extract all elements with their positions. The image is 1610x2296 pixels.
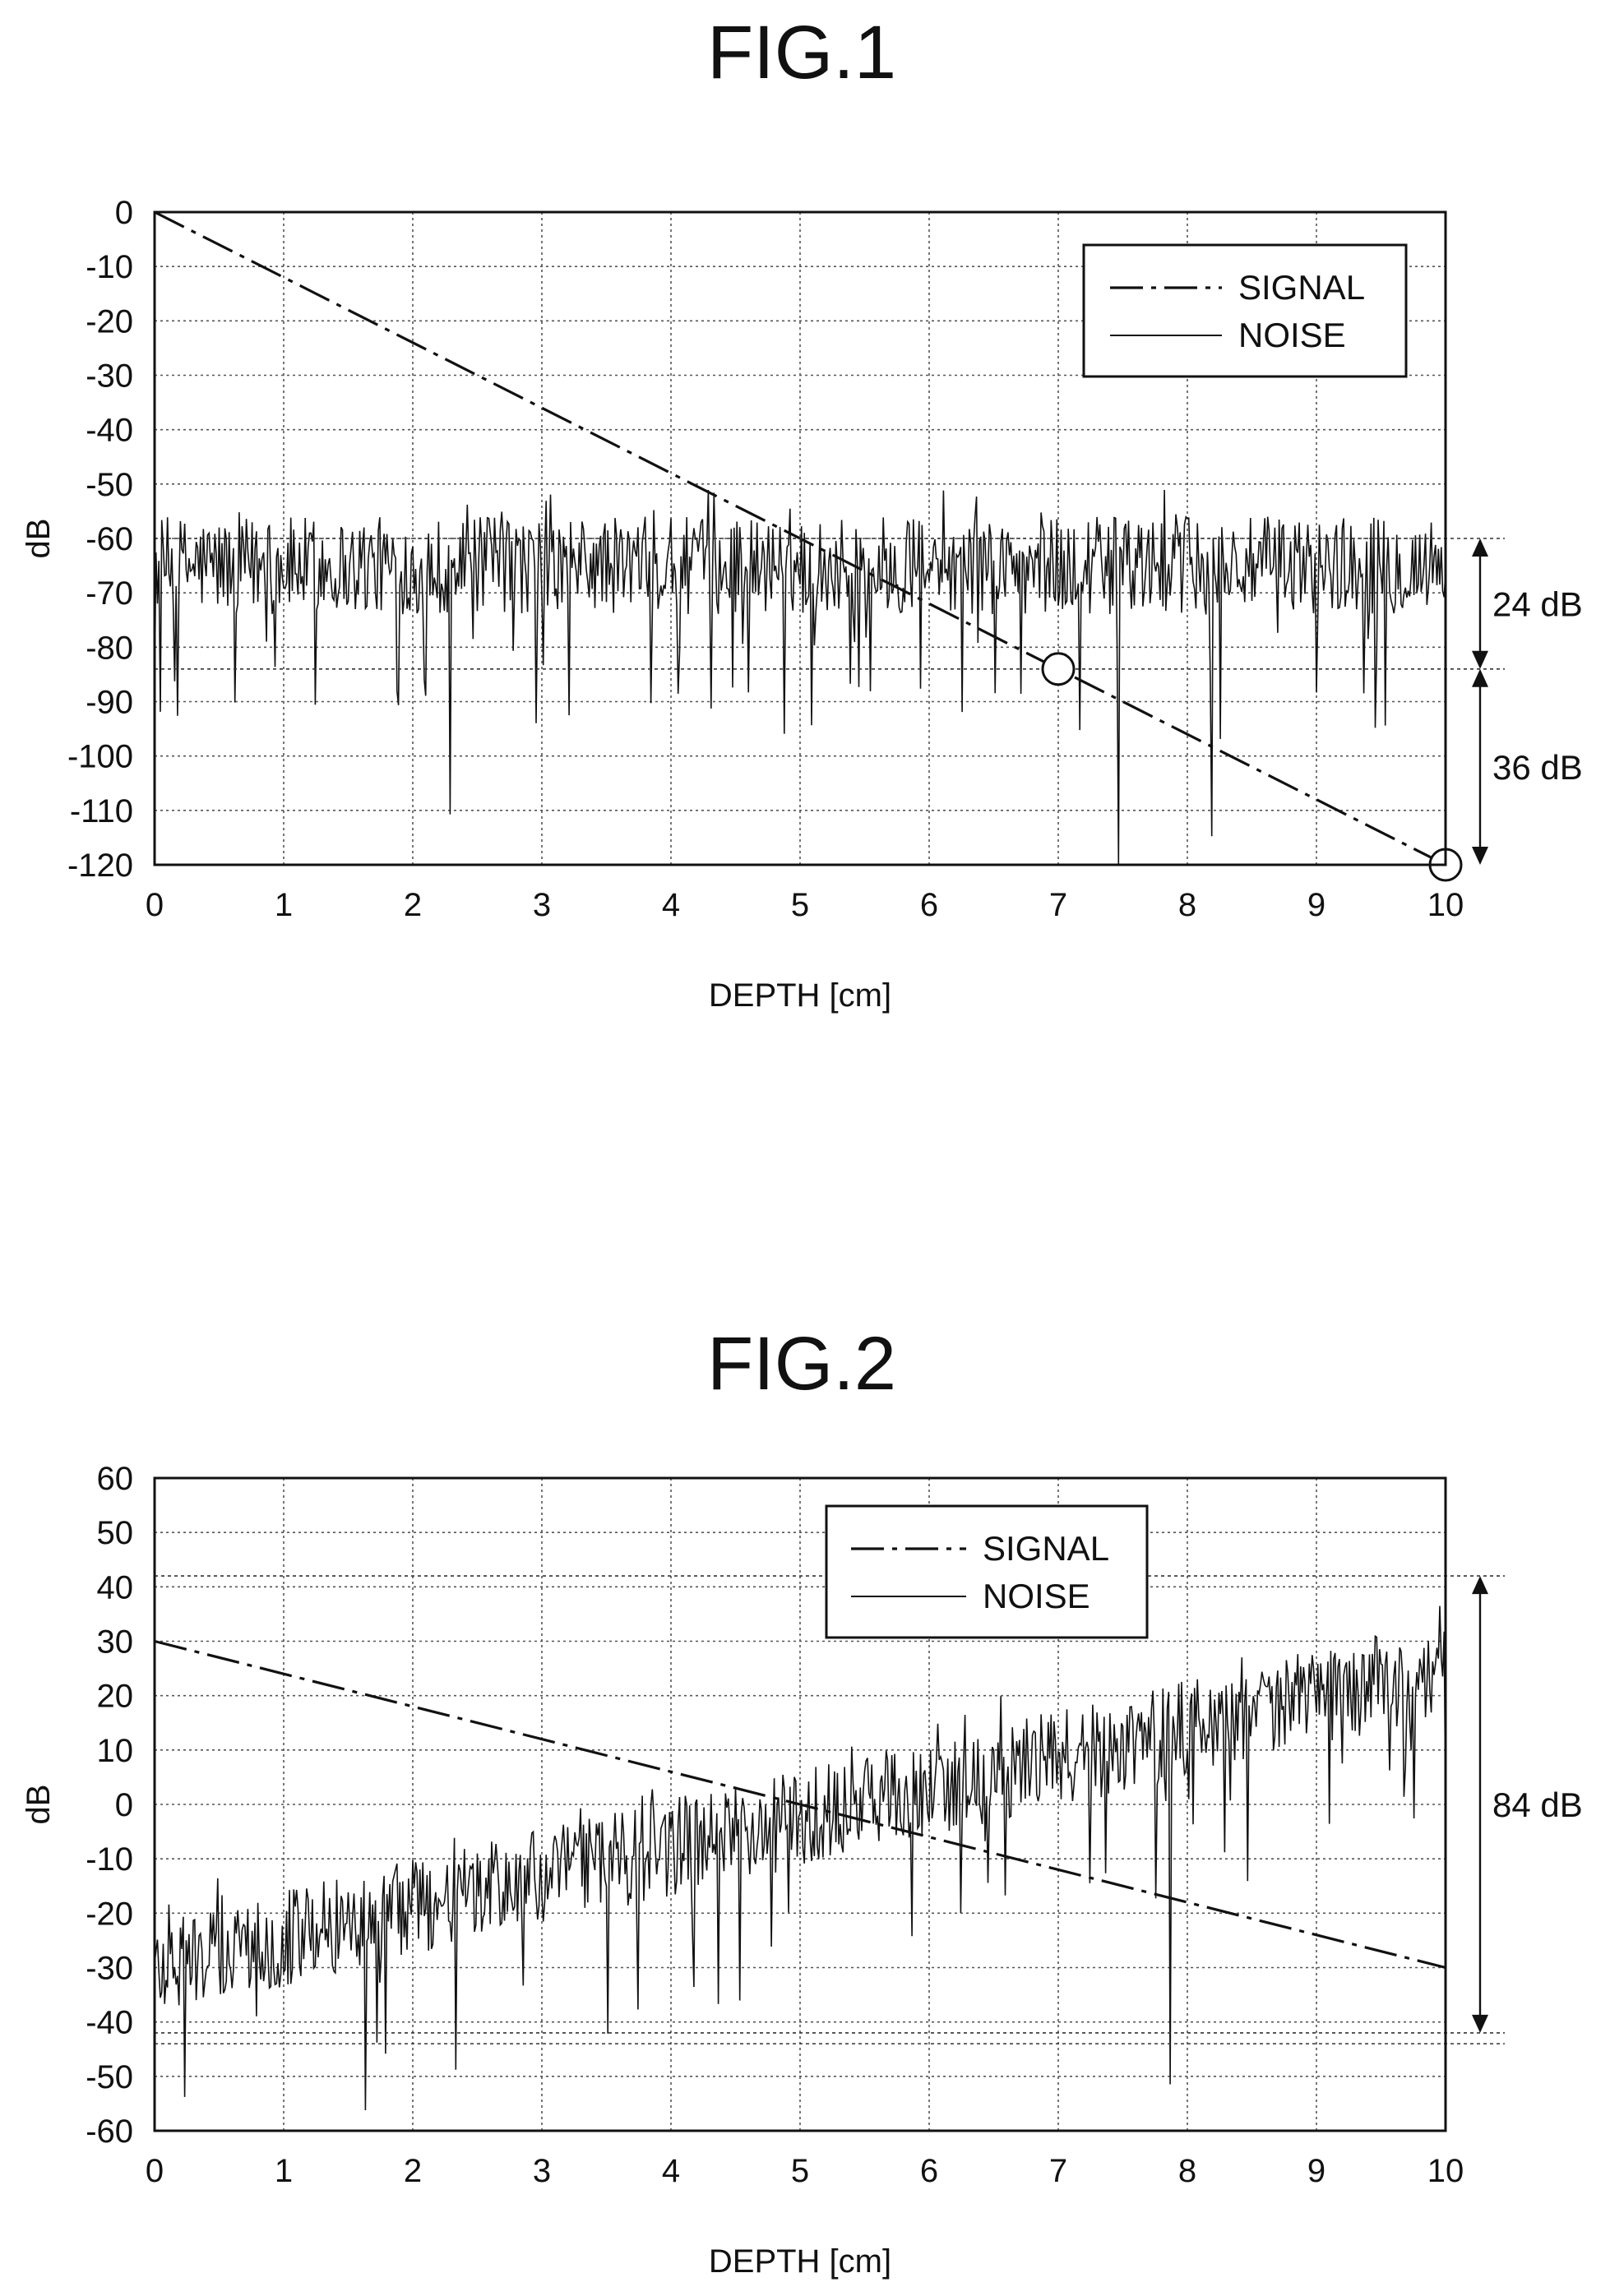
fig1-x-tick-2: 2 xyxy=(404,887,422,923)
figure-2-dimension-arrow xyxy=(1472,1576,1488,2033)
fig1-y-tick-2: -20 xyxy=(86,303,133,340)
figure-1: FIG.1 0 1 2 3 4 5 6 7 8 9 10 0 -10 -20 -30 -40 -50 -60 -70… xyxy=(21,11,1583,1014)
figure-1-reference-lines xyxy=(155,538,1505,670)
fig1-x-tick-8: 8 xyxy=(1178,887,1196,923)
fig1-x-tick-0: 0 xyxy=(146,887,164,923)
figure-2-x-axis-label: DEPTH [cm] xyxy=(709,2243,891,2280)
fig2-y-tick-11: -50 xyxy=(86,2059,133,2095)
fig1-x-tick-4: 4 xyxy=(662,887,680,923)
figure-1-title: FIG.1 xyxy=(707,11,896,95)
fig1-dim-arrow-bottom-0 xyxy=(1472,650,1488,669)
figure-1-legend-signal-label: SIGNAL xyxy=(1238,268,1365,307)
figure-1-noise-series xyxy=(154,489,1446,866)
fig2-x-tick-5: 5 xyxy=(791,2153,809,2189)
figure-2-title: FIG.2 xyxy=(707,1322,896,1406)
fig2-x-tick-0: 0 xyxy=(146,2153,164,2189)
fig2-y-tick-7: -10 xyxy=(86,1841,133,1878)
figure-1-plot-frame xyxy=(153,210,1447,866)
fig1-y-tick-12: -120 xyxy=(67,848,133,884)
fig2-y-tick-12: -60 xyxy=(86,2114,133,2150)
fig2-x-tick-6: 6 xyxy=(920,2153,938,2189)
figure-2-annotation-span: 84 dB xyxy=(1492,1786,1583,1824)
figure-1-legend-box xyxy=(1082,243,1408,378)
fig2-y-tick-5: 10 xyxy=(97,1733,134,1769)
figure-1-x-axis-label: DEPTH [cm] xyxy=(709,977,891,1014)
figure-1-annotation-upper: 24 dB xyxy=(1492,584,1583,623)
fig1-y-tick-11: -110 xyxy=(70,793,133,829)
fig1-y-tick-1: -10 xyxy=(86,249,133,285)
figure-1-grid xyxy=(155,212,1446,865)
fig1-y-tick-6: -60 xyxy=(86,521,133,557)
figure-2-signal-series xyxy=(154,1639,1446,1970)
fig1-x-tick-1: 1 xyxy=(275,887,293,923)
fig2-y-tick-4: 20 xyxy=(97,1679,134,1715)
fig2-y-tick-6: 0 xyxy=(115,1787,133,1823)
fig2-signal-line xyxy=(154,1639,1446,1970)
fig2-y-tick-8: -20 xyxy=(86,1896,133,1932)
fig2-x-tick-3: 3 xyxy=(533,2153,551,2189)
figure-1-dimension-arrows xyxy=(1472,538,1488,865)
fig1-y-tick-4: -40 xyxy=(86,413,133,449)
fig1-dim-arrow-top-1 xyxy=(1472,668,1488,687)
fig2-x-tick-1: 1 xyxy=(275,2153,293,2189)
fig2-noise-line xyxy=(154,1605,1446,2111)
figure-1-marker-0 xyxy=(1041,652,1076,686)
fig1-y-tick-8: -80 xyxy=(86,630,133,666)
figure-1-y-axis-label: dB xyxy=(21,519,57,559)
fig2-y-tick-3: 30 xyxy=(97,1624,134,1661)
fig1-dim-arrow-bottom-1 xyxy=(1472,847,1488,865)
fig1-y-tick-10: -100 xyxy=(67,739,133,775)
fig2-x-tick-4: 4 xyxy=(662,2153,680,2189)
figure-2: FIG.2 0 1 2 3 4 5 6 7 8 9 10 60 50 40 30 20 10 0 -10 -20 -30… xyxy=(21,1322,1583,2280)
fig2-x-tick-2: 2 xyxy=(404,2153,422,2189)
fig2-y-tick-0: 60 xyxy=(97,1461,134,1497)
figure-2-reference-lines xyxy=(155,1575,1505,2044)
figure-2-noise-series xyxy=(154,1605,1446,2111)
fig2-x-tick-7: 7 xyxy=(1049,2153,1067,2189)
fig1-y-tick-5: -50 xyxy=(86,467,133,503)
fig1-noise-line xyxy=(154,489,1446,866)
fig1-y-tick-3: -30 xyxy=(86,358,133,395)
figure-2-legend-signal-label: SIGNAL xyxy=(983,1529,1109,1568)
fig1-x-tick-9: 9 xyxy=(1307,887,1325,923)
figure-2-plot-frame xyxy=(153,1476,1447,2132)
figure-1-legend: SIGNAL NOISE xyxy=(1082,243,1408,378)
fig1-x-tick-7: 7 xyxy=(1049,887,1067,923)
figure-2-y-axis-label: dB xyxy=(21,1785,57,1825)
fig1-x-tick-6: 6 xyxy=(920,887,938,923)
figure-2-ticks: 0 1 2 3 4 5 6 7 8 9 10 60 50 40 30 20 10 0 -10 -20 -30 -40 -50… xyxy=(86,1461,1464,2189)
fig1-y-tick-7: -70 xyxy=(86,575,133,612)
figure-2-legend: SIGNAL NOISE xyxy=(825,1504,1149,1639)
fig2-dim-arrow-bottom-0 xyxy=(1472,2014,1488,2033)
fig2-y-tick-9: -30 xyxy=(86,1951,133,1987)
fig2-y-tick-10: -40 xyxy=(86,2005,133,2041)
fig2-x-tick-9: 9 xyxy=(1307,2153,1325,2189)
fig2-y-tick-2: 40 xyxy=(97,1569,134,1605)
fig1-x-tick-3: 3 xyxy=(533,887,551,923)
figure-1-annotation-lower: 36 dB xyxy=(1492,748,1583,787)
fig2-dim-arrow-top-0 xyxy=(1472,1576,1488,1595)
figure-2-legend-box xyxy=(825,1504,1149,1639)
fig1-dim-arrow-top-0 xyxy=(1472,538,1488,557)
fig1-x-tick-10: 10 xyxy=(1427,887,1464,923)
fig2-y-tick-1: 50 xyxy=(97,1515,134,1551)
fig2-x-tick-10: 10 xyxy=(1427,2153,1464,2189)
figure-2-legend-noise-label: NOISE xyxy=(983,1577,1090,1615)
fig2-x-tick-8: 8 xyxy=(1178,2153,1196,2189)
figure-1-ticks: 0 1 2 3 4 5 6 7 8 9 10 0 -10 -20 -30 -40 -50 -60 -70 -80 -90… xyxy=(67,195,1464,923)
fig1-y-tick-9: -90 xyxy=(86,685,133,721)
fig1-x-tick-5: 5 xyxy=(791,887,809,923)
figure-1-legend-noise-label: NOISE xyxy=(1238,316,1346,354)
fig1-y-tick-0: 0 xyxy=(115,195,133,231)
